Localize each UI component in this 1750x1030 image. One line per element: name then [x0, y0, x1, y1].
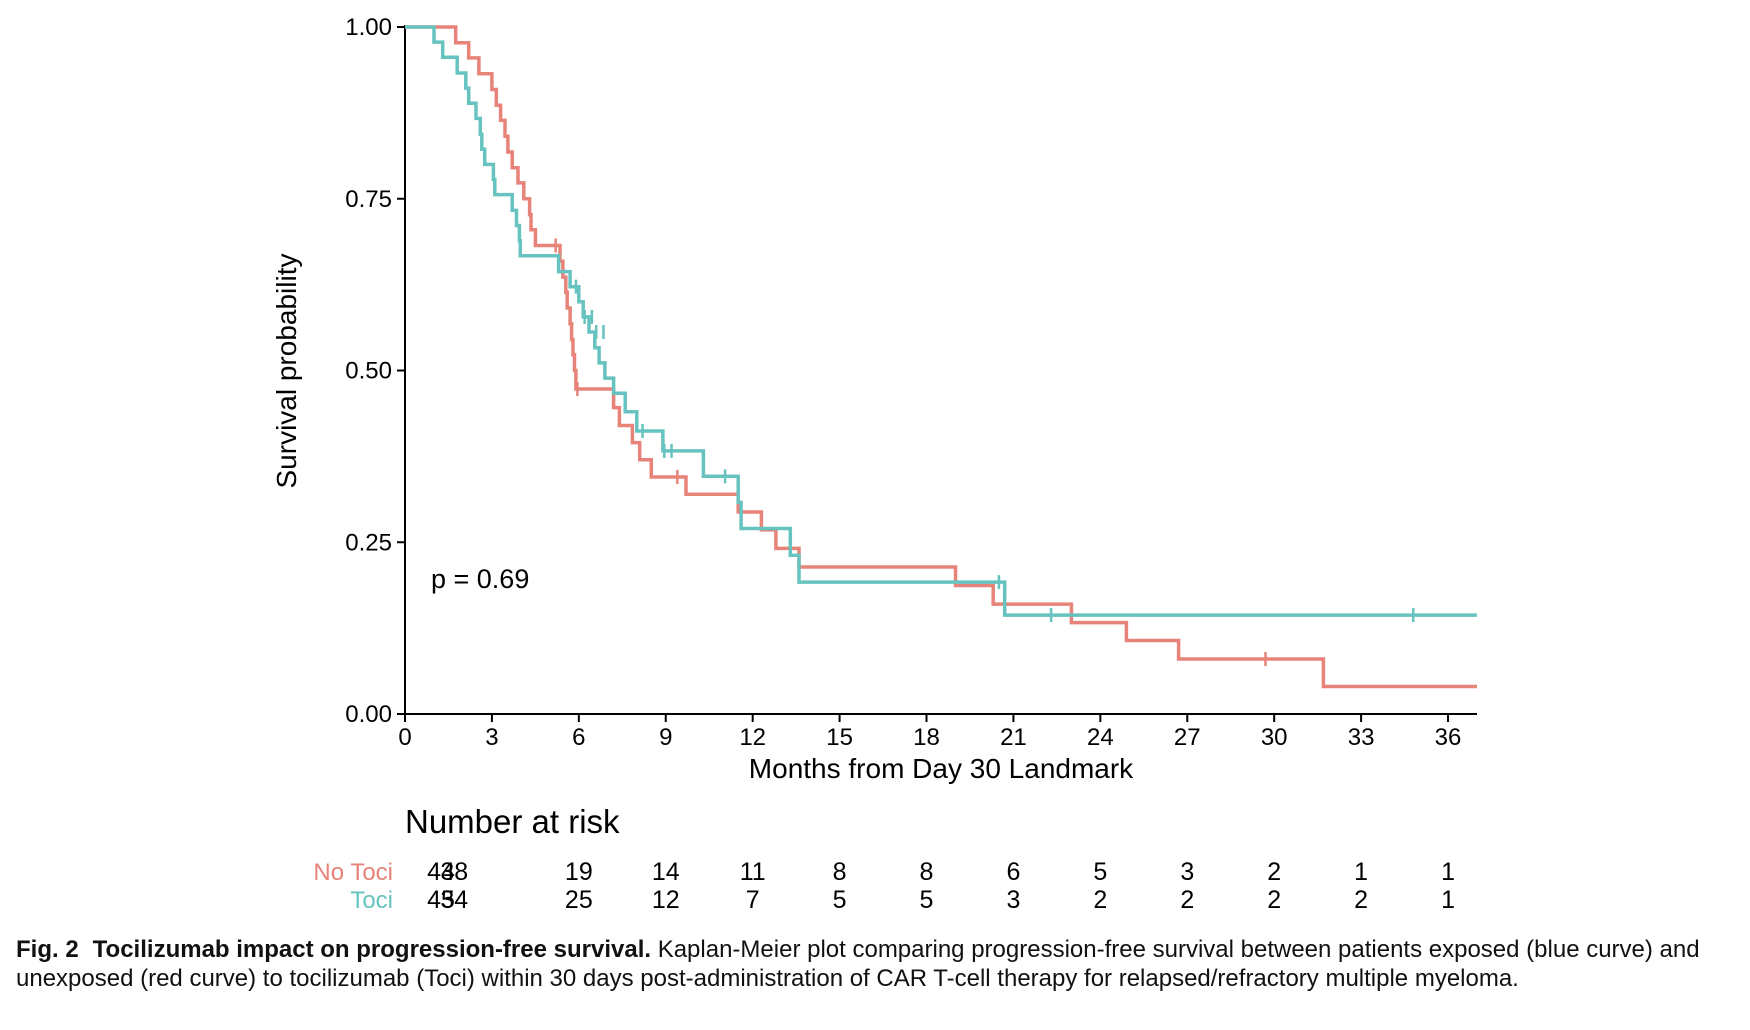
- risk-count-toci: 25: [565, 886, 593, 914]
- y-axis-label: Survival probability: [271, 254, 302, 489]
- risk-count-toci: 5: [920, 886, 934, 914]
- risk-count-no-toci: 1: [1354, 858, 1368, 886]
- p-value-annotation: p = 0.69: [431, 564, 529, 594]
- y-tick-label: 0.75: [345, 186, 392, 213]
- x-tick-label: 18: [913, 724, 940, 751]
- y-tick-label: 0.50: [345, 358, 392, 385]
- risk-count-toci: 7: [746, 886, 760, 914]
- x-tick-label: 36: [1435, 724, 1462, 751]
- risk-label-toci: Toci: [350, 887, 393, 914]
- y-tick-label: 0.00: [345, 701, 392, 728]
- x-tick-label: 0: [398, 724, 411, 751]
- risk-count-toci: 1: [1441, 886, 1455, 914]
- figure-label: Fig. 2: [16, 936, 79, 963]
- risk-count-no-toci: 6: [1006, 858, 1020, 886]
- risk-count-no-toci: 19: [565, 858, 593, 886]
- risk-count-toci: 2: [1354, 886, 1368, 914]
- risk-count-no-toci: 8: [833, 858, 847, 886]
- risk-count-toci: 5: [833, 886, 847, 914]
- risk-count-toci: 2: [1093, 886, 1107, 914]
- figure-caption: Fig. 2 Tocilizumab impact on progression-…: [16, 935, 1736, 993]
- x-tick-label: 6: [572, 724, 585, 751]
- risk-count-no-toci: 1: [1441, 858, 1455, 886]
- risk-count-toci: 34: [440, 886, 468, 914]
- risk-count-no-toci: 2: [1267, 858, 1281, 886]
- y-tick-label: 1.00: [345, 14, 392, 41]
- risk-count-toci: 45: [427, 886, 455, 914]
- risk-count-no-toci: 11: [740, 858, 766, 886]
- x-tick-label: 30: [1261, 724, 1288, 751]
- axes: 0 3 6 9 12 15 18 21 24 27 30 33 360.000.250.500.751.…: [345, 14, 1477, 751]
- risk-count-toci: 2: [1180, 886, 1194, 914]
- x-tick-label: 3: [485, 724, 498, 751]
- risk-count-toci: 2: [1267, 886, 1281, 914]
- y-tick-label: 0.25: [345, 529, 392, 556]
- x-tick-label: 33: [1348, 724, 1375, 751]
- risk-count-no-toci: 3: [1180, 858, 1194, 886]
- survival-curves: [405, 25, 1477, 689]
- figure-title: Tocilizumab impact on progression-free s…: [92, 936, 652, 963]
- x-tick-label: 21: [1000, 724, 1027, 751]
- figure-caption-text: Kaplan-Meier plot comparing progression-…: [16, 936, 1700, 992]
- x-axis-label: Months from Day 30 Landmark: [749, 753, 1134, 784]
- risk-count-no-toci: 44: [427, 858, 455, 886]
- curve-no-toci: [405, 25, 1477, 689]
- km-chart: 0 3 6 9 12 15 18 21 24 27 30 33 360.000.250.500.751.…: [271, 14, 1477, 914]
- risk-count-toci: 12: [652, 886, 680, 914]
- x-tick-label: 9: [659, 724, 672, 751]
- risk-table-title: Number at risk: [405, 803, 620, 840]
- risk-count-no-toci: 14: [652, 858, 680, 886]
- x-tick-label: 27: [1174, 724, 1201, 751]
- risk-count-no-toci: 38: [440, 858, 468, 886]
- risk-label-no-toci: No Toci: [313, 859, 393, 886]
- curve-toci: [405, 25, 1477, 617]
- risk-count-toci: 3: [1006, 886, 1020, 914]
- risk-count-no-toci: 8: [920, 858, 934, 886]
- x-tick-label: 12: [739, 724, 766, 751]
- x-tick-label: 24: [1087, 724, 1114, 751]
- risk-count-no-toci: 5: [1093, 858, 1107, 886]
- x-tick-label: 15: [826, 724, 853, 751]
